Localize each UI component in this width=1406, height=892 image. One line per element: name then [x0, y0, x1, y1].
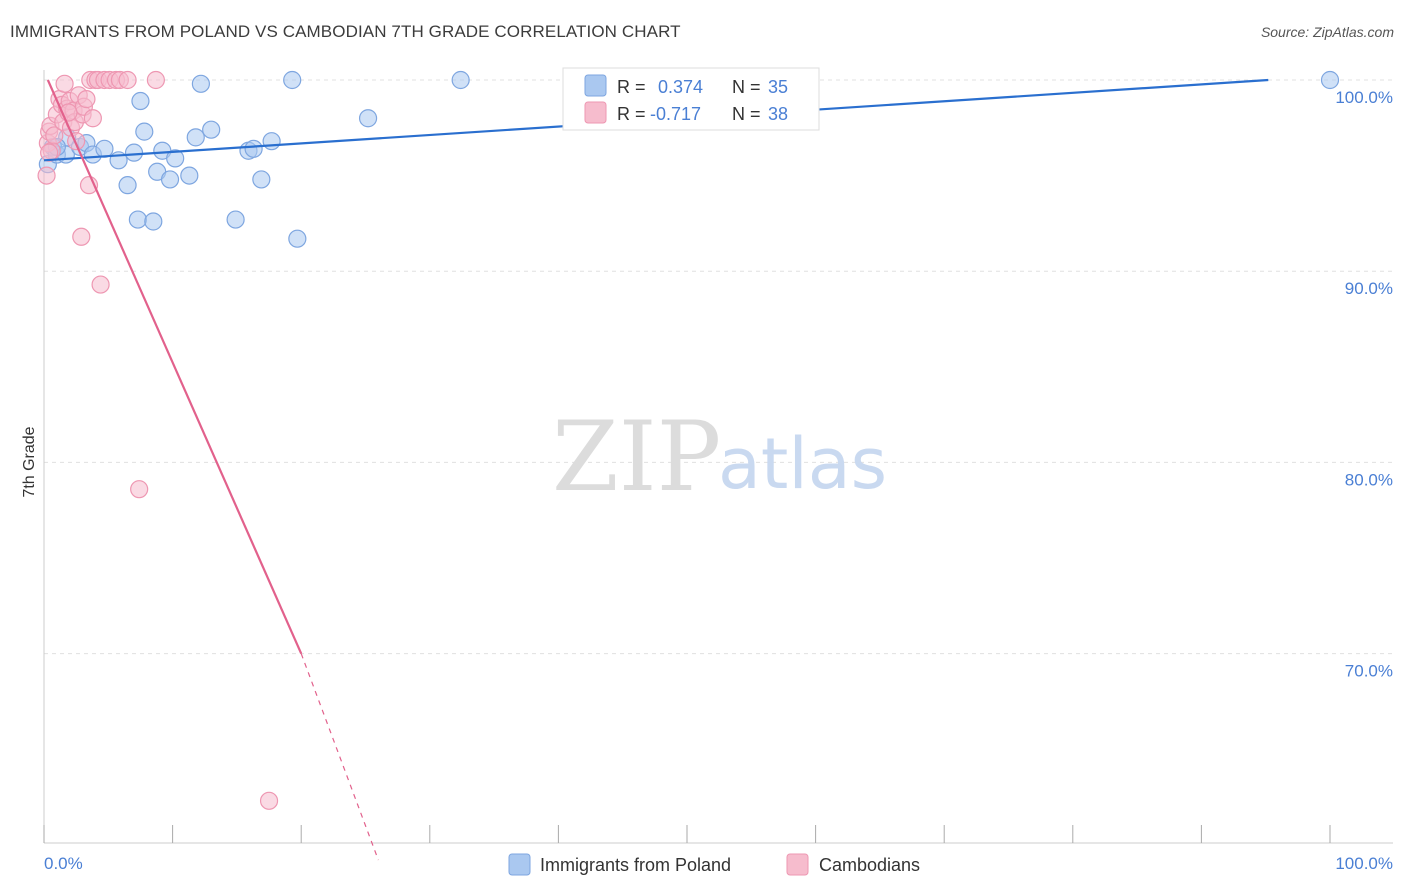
poland-point [160, 170, 180, 189]
cambodian-point [77, 90, 96, 109]
poland-point [262, 132, 281, 151]
stats-blue-r-label: R = [617, 77, 646, 97]
chart-title: IMMIGRANTS FROM POLAND VS CAMBODIAN 7TH … [10, 22, 681, 41]
watermark-atlas: atlas [718, 423, 887, 505]
stats-blue-r-value: 0.374 [658, 77, 703, 97]
cambodian-point [130, 480, 149, 499]
cambodian-point [55, 74, 74, 93]
cambodian-trend-line [46, 79, 303, 655]
cambodian-trend-extension [300, 653, 379, 861]
poland-point [186, 128, 205, 147]
poland-point [180, 166, 199, 185]
poland-point [1320, 70, 1340, 90]
poland-point [191, 74, 210, 93]
stats-blue-n-value: 35 [768, 77, 788, 97]
cambodian-point [146, 70, 165, 90]
cambodian-point [259, 791, 279, 810]
x-tick-label-max: 100.0% [1335, 854, 1393, 873]
poland-point [358, 109, 378, 128]
legend-swatch-cambodians [786, 853, 809, 876]
stats-pink-r-value: -0.717 [650, 104, 701, 124]
y-tick-label: 100.0% [1335, 88, 1393, 107]
cambodian-point [83, 109, 102, 128]
cambodian-point [91, 275, 110, 294]
y-axis-title: 7th Grade [21, 426, 38, 497]
stats-pink-n-label: N = [732, 104, 761, 124]
poland-point [118, 176, 137, 195]
stats-pink-r-label: R = [617, 104, 646, 124]
stats-swatch-blue [584, 74, 607, 97]
grid-lines [44, 79, 1393, 655]
source-credit: Source: ZipAtlas.com [1260, 24, 1394, 40]
y-tick-labels: 100.0% 90.0% 80.0% 70.0% [1335, 88, 1393, 681]
poland-point [124, 143, 144, 162]
cambodian-point [40, 143, 59, 162]
y-tick-label: 70.0% [1345, 662, 1393, 681]
poland-point [135, 122, 154, 141]
poland-point [144, 212, 163, 231]
poland-point [131, 91, 150, 111]
stats-legend: R = 0.374 N = 35 R = -0.717 N = 38 [562, 67, 820, 131]
stats-blue-n-label: N = [732, 77, 761, 97]
series-legend: Immigrants from Poland Cambodians [508, 853, 920, 876]
y-tick-label: 80.0% [1345, 470, 1393, 489]
cambodian-point [72, 227, 91, 246]
poland-point [202, 120, 221, 139]
y-tick-label: 90.0% [1345, 279, 1393, 298]
poland-point [166, 149, 185, 168]
poland-point [95, 139, 114, 158]
legend-label-poland: Immigrants from Poland [540, 855, 731, 875]
poland-point [244, 139, 263, 158]
poland-point [283, 70, 302, 90]
watermark-zip: ZIP [552, 401, 721, 513]
cambodian-point [118, 70, 137, 90]
stats-swatch-pink [584, 101, 607, 124]
poland-point [226, 210, 245, 229]
legend-label-cambodians: Cambodians [819, 855, 920, 875]
legend-swatch-poland [508, 853, 531, 876]
axes [43, 70, 1393, 844]
poland-point [128, 210, 147, 229]
poland-point [451, 70, 470, 90]
cambodian-point [37, 166, 56, 185]
cambodian-point [45, 126, 64, 145]
stats-pink-n-value: 38 [768, 104, 788, 124]
poland-point [288, 229, 307, 248]
cambodian-point [67, 132, 86, 151]
poland-point [252, 170, 271, 189]
x-tick-label-min: 0.0% [44, 854, 83, 873]
